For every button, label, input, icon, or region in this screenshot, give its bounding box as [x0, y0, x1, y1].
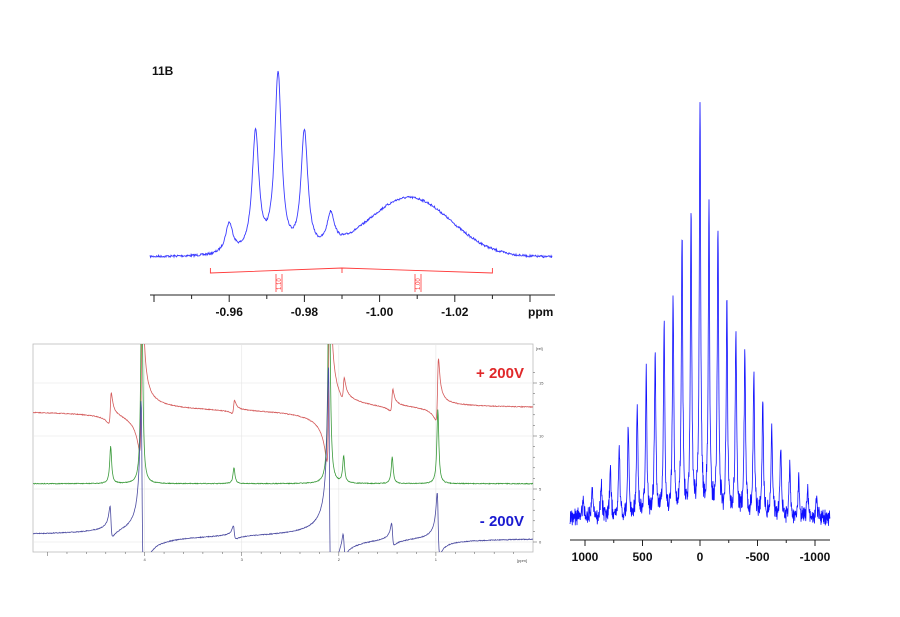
x-ticks: -0.96 -0.98 -1.00 -1.02 [153, 295, 531, 319]
trace-1 [33, 344, 533, 463]
x-tick-label: 4 [144, 557, 147, 562]
x-tick-label: -1000 [800, 550, 831, 564]
x-ticks: 1000 500 0 -500 -1000 [572, 540, 831, 564]
x-tick-label: -0.98 [291, 305, 319, 319]
legend-plus-200v: + 200V [476, 365, 524, 382]
x-tick-label: -1.02 [441, 305, 469, 319]
y-tick-label: 0 [539, 540, 542, 545]
x-tick-label: -500 [745, 550, 769, 564]
x-tick-label: -0.96 [216, 305, 244, 319]
legend-minus-200v: - 200V [480, 513, 524, 530]
integral-marker [275, 274, 283, 292]
chart-sidebands: 1000 500 0 -500 -1000 [569, 102, 831, 564]
integral-bracket [209, 267, 493, 274]
trace-2 [33, 344, 533, 485]
x-tick-label: 1 [435, 557, 438, 562]
x-axis-label: ppm [528, 305, 553, 319]
y-tick-label: 5 [539, 487, 542, 492]
x-tick-label: 2 [338, 557, 341, 562]
plot-frame [32, 343, 534, 553]
y-tick-label: 10 [539, 434, 544, 439]
chart-title: 11B [152, 64, 174, 78]
x-axis-label: [ppm] [517, 558, 527, 563]
y-tick-label: 15 [539, 381, 544, 386]
x-tick-label: 3 [241, 557, 244, 562]
y-axis-label: [rel] [536, 346, 543, 351]
spectrum-line [149, 70, 553, 259]
traces [33, 344, 533, 552]
integral-marker [414, 274, 422, 292]
integrals: 1.10 1.00 [209, 267, 493, 292]
trace-3 [33, 367, 533, 552]
integral-value: 1.10 [277, 278, 283, 290]
x-tick-label: -1.00 [366, 305, 394, 319]
x-tick-label: 1000 [572, 550, 599, 564]
integral-value: 1.00 [416, 278, 422, 290]
chart-11b: 11B 1.10 1.00 -0.96 -0.98 -1.00 -1.02 ppm [149, 64, 555, 319]
spectrum-line [569, 102, 831, 526]
x-tick-label: 500 [632, 550, 652, 564]
x-tick-label: 0 [697, 550, 704, 564]
